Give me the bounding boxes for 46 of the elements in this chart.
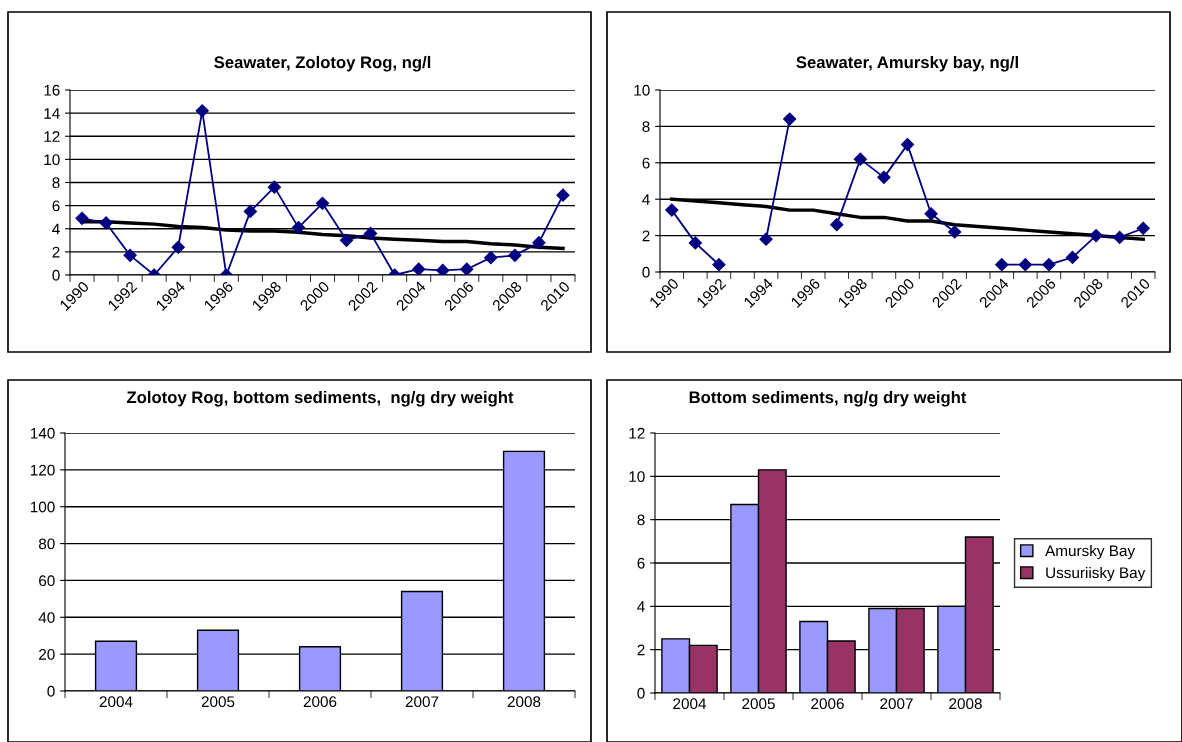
y-tick-label: 0 (637, 687, 645, 699)
y-tick-label: 80 (38, 538, 55, 550)
y-tick-label: 2 (52, 246, 60, 258)
y-tick-label: 40 (38, 612, 55, 623)
y-tick-label: 4 (642, 194, 650, 205)
legend-label: Amursky Bay (1045, 544, 1136, 560)
x-tick-label: 2006 (811, 698, 844, 710)
y-tick-label: 60 (39, 575, 55, 587)
y-tick-label: 2 (637, 644, 645, 656)
y-tick-label: 6 (642, 157, 650, 169)
x-tick-label: 2008 (507, 696, 541, 708)
y-tick-label: 12 (44, 131, 60, 142)
y-tick-label: 14 (44, 108, 60, 119)
y-tick-label: 12 (629, 427, 645, 439)
y-tick-label: 0 (52, 269, 60, 281)
x-tick-label: 2005 (201, 696, 235, 708)
y-tick-label: 140 (30, 427, 55, 439)
y-tick-label: 8 (52, 177, 60, 189)
y-tick-label: 0 (642, 266, 650, 278)
y-tick-label: 10 (634, 84, 650, 96)
y-tick-label: 6 (637, 557, 645, 569)
y-tick-label: 8 (642, 121, 650, 133)
legend-label: Ussuriisky Bay (1046, 566, 1146, 582)
y-tick-label: 2 (642, 230, 650, 242)
y-tick-label: 8 (637, 514, 645, 526)
y-tick-label: 120 (30, 464, 55, 476)
y-tick-label: 4 (52, 223, 60, 235)
x-tick-label: 2007 (405, 696, 439, 708)
x-tick-label: 2005 (742, 698, 775, 710)
x-tick-label: 2006 (303, 696, 337, 708)
y-tick-label: 10 (44, 154, 60, 166)
y-tick-label: 4 (637, 601, 645, 612)
x-tick-label: 2007 (880, 698, 913, 710)
y-tick-label: 20 (39, 649, 55, 660)
x-tick-label: 2008 (949, 698, 982, 710)
y-tick-label: 100 (30, 501, 55, 513)
x-tick-label: 2004 (99, 696, 133, 708)
y-tick-label: 6 (52, 200, 60, 212)
y-tick-label: 16 (44, 84, 60, 96)
chart-title: Seawater, Amursky bay, ng/l (796, 55, 1018, 72)
y-tick-label: 10 (629, 471, 645, 483)
x-tick-label: 2004 (673, 698, 707, 710)
y-tick-label: 0 (47, 685, 55, 697)
chart-title: Zolotoy Rog, bottom sediments, ng/g dry weight (127, 390, 514, 407)
chart-title: Seawater, Zolotoy Rog, ng/l (214, 55, 431, 72)
chart-title: Bottom sediments, ng/g dry weight (689, 390, 967, 407)
